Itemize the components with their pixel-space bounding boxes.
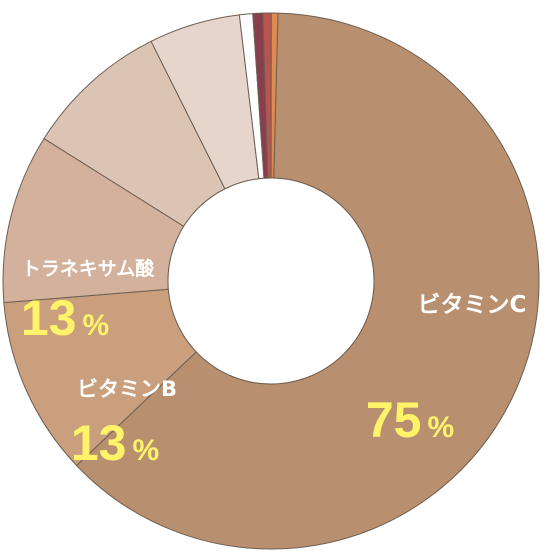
slice-percent-vitamin-c: 75% bbox=[366, 392, 454, 448]
labels-group: ビタミンC 75% ビタミンB 13% トラネキサム酸 13% bbox=[21, 257, 527, 471]
slice-percent-value-vitamin-b: 13 bbox=[71, 415, 127, 471]
slice-percent-tranexamic-acid: 13% bbox=[21, 290, 109, 346]
donut-hole bbox=[167, 177, 375, 385]
slice-percent-vitamin-b: 13% bbox=[71, 415, 159, 471]
slice-percent-unit-vitamin-c: % bbox=[427, 411, 454, 444]
slices-group bbox=[2, 12, 540, 550]
slice-percent-value-tranexamic-acid: 13 bbox=[21, 290, 77, 346]
slice-label-vitamin-c: ビタミンC bbox=[418, 292, 527, 318]
slice-label-tranexamic-acid: トラネキサム酸 bbox=[22, 257, 156, 280]
slice-label-vitamin-b: ビタミンB bbox=[77, 377, 177, 401]
slice-percent-unit-vitamin-b: % bbox=[132, 434, 159, 467]
slice-percent-value-vitamin-c: 75 bbox=[366, 392, 422, 448]
slice-percent-unit-tranexamic-acid: % bbox=[82, 309, 109, 342]
